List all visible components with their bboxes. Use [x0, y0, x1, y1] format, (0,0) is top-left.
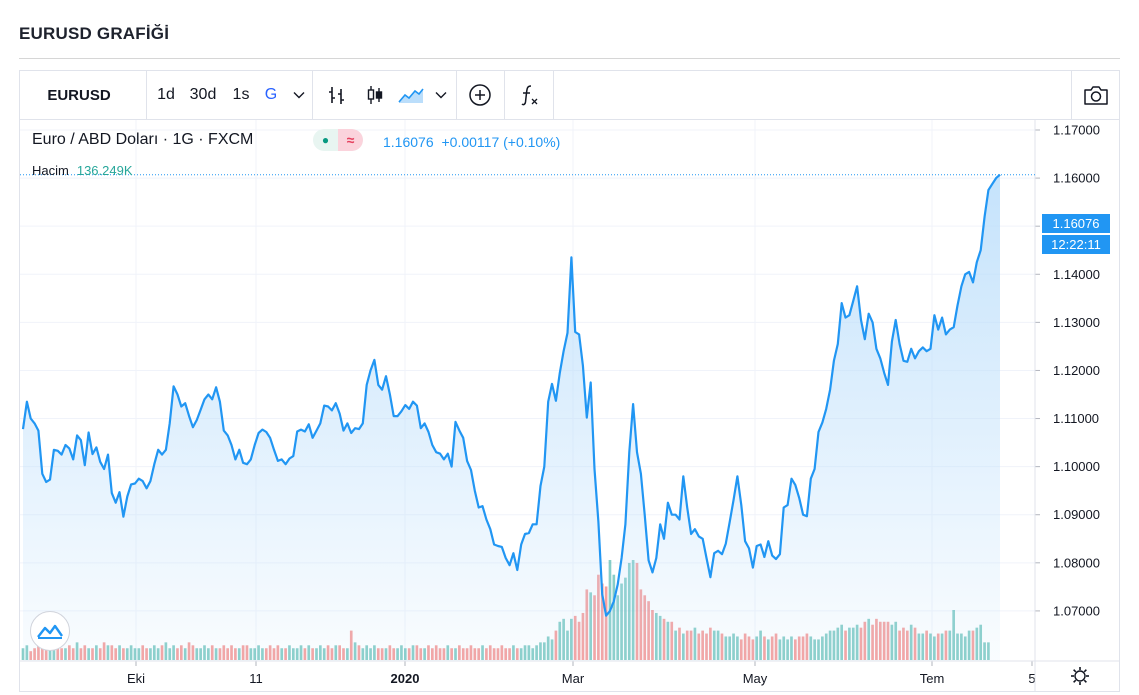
time-axis-label: Eki — [127, 671, 145, 686]
toolbar-divider — [146, 71, 147, 119]
time-axis-label: Tem — [920, 671, 945, 686]
price-axis-label: 1.14000 — [1053, 267, 1100, 282]
market-open-dot-icon: ● — [321, 133, 330, 147]
candles-icon[interactable] — [358, 71, 392, 119]
title-divider — [19, 58, 1120, 59]
interval-1d-button[interactable]: 1d — [157, 86, 175, 103]
price-axis-label: 1.08000 — [1053, 555, 1100, 570]
bars-icon[interactable] — [320, 71, 354, 119]
price-axis-label: 1.11000 — [1053, 411, 1099, 426]
legend-status-badges[interactable]: ● ≈ — [313, 129, 363, 151]
volume-label: Hacim — [32, 163, 69, 178]
chart-toolbar: EURUSD 1d 30d 1s G — [20, 71, 1119, 120]
function-icon[interactable] — [512, 71, 546, 119]
settings-gear-icon[interactable] — [1071, 667, 1089, 685]
price-line — [21, 173, 1001, 617]
price-axis-label: 1.12000 — [1053, 363, 1100, 378]
time-axis-label: 5 — [1028, 671, 1035, 686]
camera-icon[interactable] — [1078, 71, 1114, 119]
price-axis-label: 1.10000 — [1053, 459, 1100, 474]
chart-widget: EURUSD 1d 30d 1s G — [19, 70, 1120, 692]
interval-dropdown-icon[interactable] — [290, 71, 308, 119]
toolbar-divider — [504, 71, 505, 119]
price-chart[interactable]: 1.170001.160001.150001.140001.130001.120… — [20, 120, 1119, 691]
toolbar-divider — [553, 71, 554, 119]
symbol-search-button[interactable]: EURUSD — [47, 86, 111, 104]
time-axis-label: Mar — [562, 671, 585, 686]
legend-price-values: 1.16076 +0.00117 (+0.10%) — [383, 134, 560, 150]
price-axis-label: 1.09000 — [1053, 507, 1100, 522]
interval-30d-button[interactable]: 30d — [189, 86, 217, 103]
chart-type-dropdown-icon[interactable] — [432, 71, 450, 119]
area-chart-icon[interactable] — [396, 71, 426, 119]
legend-change: +0.00117 (+0.10%) — [441, 134, 561, 150]
price-area-fill — [23, 174, 1000, 661]
price-axis-label: 1.17000 — [1053, 123, 1100, 138]
plus-circle-icon[interactable] — [463, 71, 497, 119]
time-axis-label: May — [743, 671, 768, 686]
interval-1s-button[interactable]: 1s — [232, 86, 250, 103]
countdown-tag: 12:22:11 — [1042, 235, 1110, 254]
volume-value: 136.249K — [76, 163, 133, 178]
price-axis-label: 1.13000 — [1053, 315, 1100, 330]
volume-legend: Hacim 136.249K — [32, 163, 133, 178]
tradingview-logo-icon[interactable] — [30, 611, 70, 651]
time-axis-label: 11 — [249, 671, 263, 686]
delayed-data-icon: ≈ — [338, 129, 363, 151]
interval-g-button[interactable]: G — [264, 86, 278, 103]
time-axis-label: 2020 — [391, 671, 420, 686]
toolbar-divider — [312, 71, 313, 119]
legend-price: 1.16076 — [383, 134, 434, 150]
toolbar-divider — [1071, 71, 1072, 119]
page-title: EURUSD GRAFİĞİ — [19, 24, 170, 43]
price-axis-label: 1.16000 — [1053, 171, 1100, 186]
price-axis-label: 1.07000 — [1053, 603, 1100, 618]
last-price-tag: 1.16076 — [1042, 214, 1110, 233]
toolbar-divider — [456, 71, 457, 119]
symbol-legend-title: Euro / ABD Doları · 1G · FXCM — [32, 131, 254, 148]
